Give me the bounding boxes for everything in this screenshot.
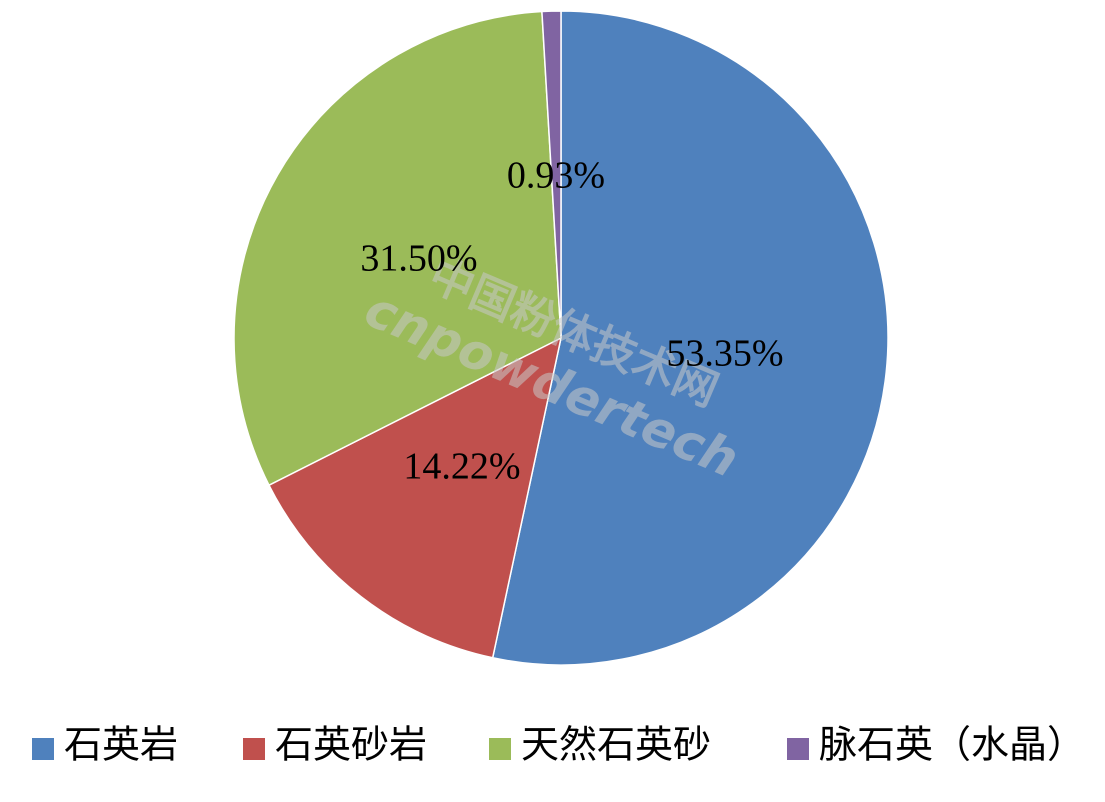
legend-swatch [32,738,54,760]
data-label-2: 14.22% [403,446,520,488]
legend-item-1: 石英岩 [32,725,178,767]
legend-item-3: 天然石英砂 [489,725,711,767]
data-label-3: 31.50% [360,238,477,280]
legend-label: 石英砂岩 [275,725,427,767]
legend-item-4: 脉石英（水晶） [787,725,1085,767]
pie-data-labels: 53.35% 14.22% 31.50% 0.93% [360,155,783,488]
pie-slice-1 [491,10,889,666]
data-label-1: 53.35% [666,333,783,375]
legend-item-2: 石英砂岩 [243,725,427,767]
legend-swatch [243,738,265,760]
chart-legend: 石英岩 石英砂岩 天然石英砂 脉石英（水晶） [32,725,1085,767]
legend-swatch [787,738,809,760]
pie-slice-2 [267,336,563,659]
pie-slice-4 [541,10,562,339]
pie-slice-3 [233,10,562,487]
legend-label: 天然石英砂 [521,725,711,767]
pie-slices [233,10,889,666]
legend-label: 脉石英（水晶） [819,725,1085,767]
legend-label: 石英岩 [64,725,178,767]
data-label-4: 0.93% [507,155,605,197]
legend-swatch [489,738,511,760]
